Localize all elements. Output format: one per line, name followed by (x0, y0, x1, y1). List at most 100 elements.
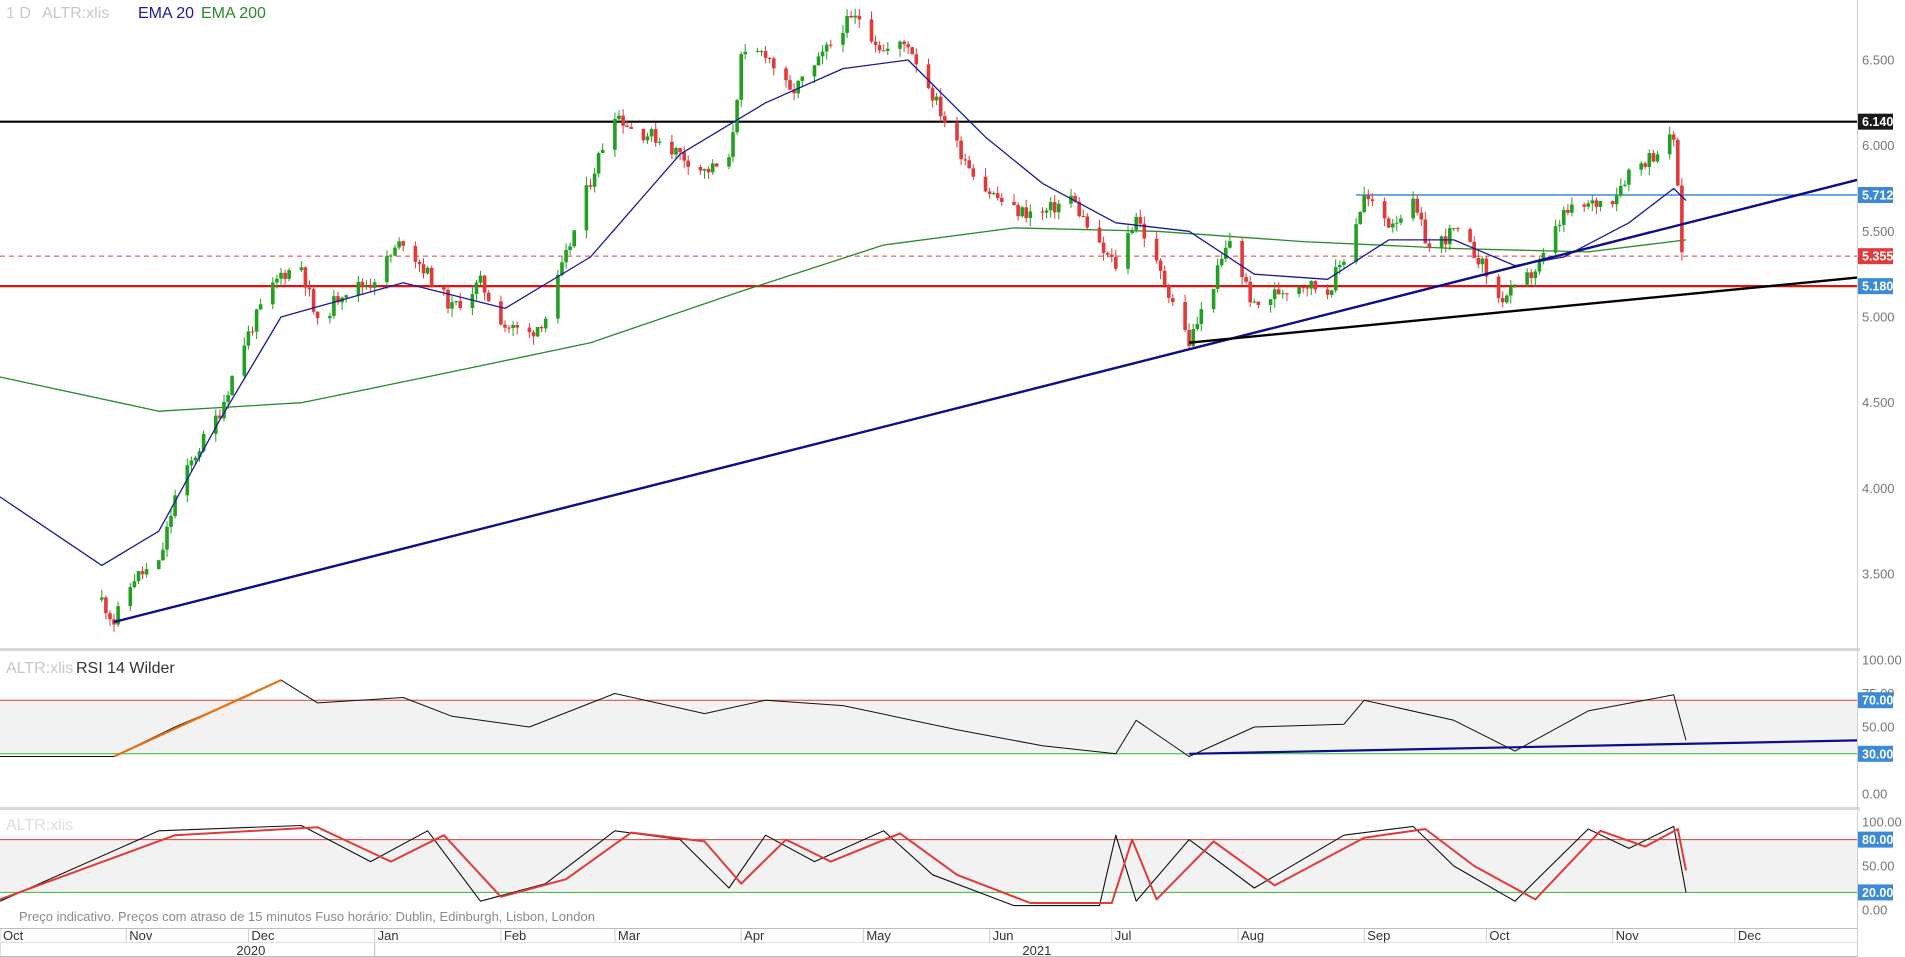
candle-body (1594, 200, 1599, 207)
candle-body (283, 272, 287, 279)
candle-body (564, 250, 568, 263)
candle-body (1240, 241, 1244, 278)
candle-body (1370, 199, 1375, 202)
candle-body (140, 571, 145, 575)
candle-body (1199, 309, 1204, 324)
candle-body (1228, 241, 1232, 248)
candle-body (588, 185, 593, 187)
candle-body (193, 457, 198, 461)
candle-body (800, 76, 805, 81)
candle-body (983, 176, 988, 192)
badge-label: 6.140 (1862, 115, 1893, 129)
ema200-line (0, 227, 1687, 412)
candle-body (279, 272, 283, 279)
candle-body (442, 286, 446, 290)
candle-body (959, 140, 963, 160)
candle-body (258, 304, 263, 310)
level-badges: 6.140 5.712 5.355 5.180 70.00 30.00 80.00 20.00 (1858, 113, 1893, 901)
candle-body (1676, 139, 1680, 186)
month-label-mar: Mar (618, 928, 641, 943)
trendline-layer[interactable] (113, 178, 1858, 624)
candle-body (1020, 207, 1024, 217)
candle-body (128, 587, 133, 607)
candle-body (1187, 330, 1191, 347)
candle-body (1537, 261, 1542, 272)
candle-body (1643, 163, 1647, 167)
price-tick-5.000: 5.000 (1862, 310, 1895, 325)
candle-body (1505, 295, 1509, 303)
badge-bg (1858, 187, 1893, 204)
month-label-sep: Sep (1367, 928, 1390, 943)
candle-body (1281, 293, 1285, 295)
candle-body (1484, 258, 1489, 277)
candle-body (527, 327, 532, 333)
candle-body (898, 41, 902, 49)
candle-body (560, 262, 564, 275)
candle-body (1427, 243, 1432, 248)
candle-body (189, 460, 194, 466)
candle-body (1305, 287, 1309, 289)
candle-body (869, 19, 874, 42)
price-tick-4.500: 4.500 (1862, 395, 1895, 410)
candle-series (100, 8, 1684, 632)
candle-body (1309, 281, 1314, 289)
stoch-tick-0.00: 0.00 (1862, 903, 1887, 918)
candle-body (621, 115, 625, 126)
candle-body (853, 15, 857, 18)
candle-body (1085, 216, 1090, 228)
candle-body (1680, 185, 1684, 253)
candle-body (938, 96, 943, 117)
candle-body (1126, 233, 1130, 269)
candle-body (1154, 238, 1159, 261)
candle-body (360, 281, 365, 287)
candle-body (1610, 201, 1615, 205)
badge-stoch-80: 80.00 (1858, 831, 1893, 848)
candle-body (812, 65, 817, 77)
price-tick-6.500: 6.500 (1862, 53, 1895, 68)
ema200-layer (0, 227, 1687, 412)
candle-body (1248, 281, 1252, 303)
stoch-d-line (0, 826, 1687, 904)
candle-body (503, 324, 507, 328)
candle-body (1456, 228, 1460, 230)
candle-body (144, 569, 149, 575)
candle-body (1167, 285, 1171, 298)
badge-label: 5.712 (1862, 189, 1893, 203)
candle-body (702, 168, 707, 171)
candle-body (1619, 186, 1623, 196)
candle-body (173, 495, 177, 516)
short-trendline (1189, 276, 1858, 344)
candle-body (735, 100, 739, 133)
price-tick-6.000: 6.000 (1862, 138, 1895, 153)
candle-body (971, 168, 976, 177)
candle-body (372, 282, 377, 288)
month-label-nov: Nov (129, 928, 153, 943)
candle-body (710, 163, 715, 173)
candle-body (1570, 204, 1574, 213)
candle-body (686, 160, 690, 167)
candle-body (906, 44, 910, 48)
candle-body (1590, 200, 1595, 204)
candle-body (914, 54, 919, 65)
stoch-levels (0, 839, 1857, 893)
candle-body (1541, 252, 1546, 262)
month-label-nov: Nov (1616, 928, 1640, 943)
candle-body (1000, 198, 1004, 202)
candle-body (1057, 203, 1061, 213)
year-label-2020: 2020 (236, 943, 265, 957)
candle-body (226, 395, 230, 402)
candle-body (1142, 223, 1147, 239)
candle-body (507, 327, 511, 329)
candle-body (1342, 261, 1346, 265)
candle-body (1667, 134, 1672, 155)
candle-body (275, 278, 279, 283)
badge-5.180: 5.180 (1858, 278, 1893, 295)
candle-body (1500, 298, 1505, 303)
candle-body (792, 89, 796, 94)
price-tick-4.000: 4.000 (1862, 481, 1895, 496)
candle-body (1052, 202, 1057, 213)
candle-body (254, 309, 259, 332)
candle-body (1639, 163, 1643, 170)
candle-body (222, 402, 226, 419)
